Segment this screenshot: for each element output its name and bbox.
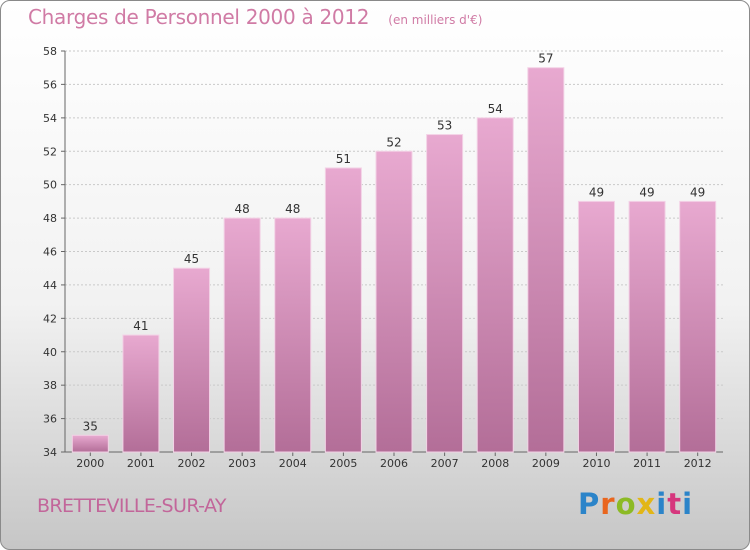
bar-value-label: 57 [538,52,553,66]
x-tick-label: 2009 [532,457,560,470]
bar-value-label: 48 [285,202,300,216]
logo-letter: i [656,487,668,521]
bar-value-label: 49 [639,185,654,199]
bar [527,67,565,453]
chart-subtitle: (en milliers d'€) [388,13,483,27]
bar-value-label: 41 [133,319,148,333]
title-row: Charges de Personnel 2000 à 2012 (en mil… [28,5,482,29]
y-tick-label: 42 [43,312,57,325]
logo-letter: P [578,487,601,521]
bar [577,200,615,453]
bar [426,134,464,453]
x-tick-label: 2000 [76,457,104,470]
y-tick-label: 46 [43,246,57,259]
y-tick-label: 36 [43,413,57,426]
bar [679,200,717,453]
x-tick-label: 2004 [279,457,307,470]
y-tick-label: 58 [43,45,57,58]
bar [173,267,211,453]
x-tick-label: 2003 [228,457,256,470]
bar-value-label: 51 [336,152,351,166]
bar [628,200,666,453]
x-tick-label: 2007 [431,457,459,470]
bar [476,117,514,453]
y-tick-label: 38 [43,379,57,392]
x-tick-label: 2006 [380,457,408,470]
bar [122,334,160,453]
y-tick-label: 52 [43,145,57,158]
bar-value-label: 48 [235,202,250,216]
bar [324,167,362,453]
x-tick-label: 2001 [127,457,155,470]
y-tick-label: 40 [43,346,57,359]
y-tick-label: 44 [43,279,57,292]
labels: 34 36 38 40 42 44 46 48 50 52 54 56 58 35 2000 41 2001 45… [43,45,712,470]
logo-letter: i [682,487,694,521]
x-tick-label: 2008 [481,457,509,470]
bar [375,150,413,453]
y-tick-label: 56 [43,78,57,91]
bar [223,217,261,453]
bar [71,434,109,453]
logo-letter: x [636,487,657,521]
y-tick-label: 34 [43,446,57,459]
bar [274,217,312,453]
bar-value-label: 49 [589,185,604,199]
logo-letter: t [667,487,683,521]
chart-title: Charges de Personnel 2000 à 2012 [28,5,370,29]
bar-value-label: 53 [437,119,452,133]
x-tick-label: 2002 [178,457,206,470]
bars [71,67,717,453]
x-tick-label: 2012 [684,457,712,470]
y-tick-label: 48 [43,212,57,225]
bar-value-label: 45 [184,252,199,266]
y-tick-label: 50 [43,179,57,192]
bar-value-label: 35 [83,419,98,433]
place-name: BRETTEVILLE-SUR-AY [37,495,227,517]
logo-letter: o [615,487,637,521]
y-tick-label: 54 [43,112,57,125]
proxiti-logo: Proxiti [578,487,693,521]
x-tick-label: 2010 [582,457,610,470]
logo-letter: r [600,487,616,521]
bar-value-label: 54 [488,102,503,116]
x-tick-label: 2011 [633,457,661,470]
bar-value-label: 49 [690,185,705,199]
x-tick-label: 2005 [329,457,357,470]
bar-value-label: 52 [386,135,401,149]
